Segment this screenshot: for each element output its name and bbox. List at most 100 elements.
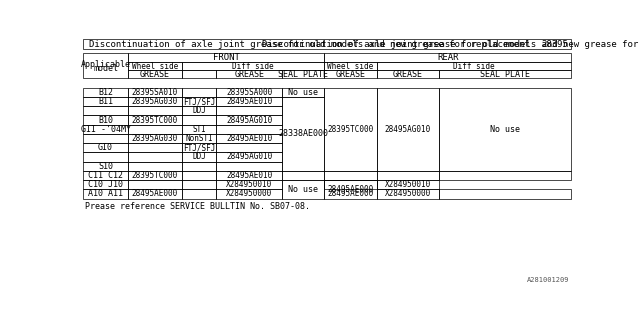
Text: FTJ/SFJ: FTJ/SFJ — [183, 97, 215, 106]
Text: 28395TC000: 28395TC000 — [327, 125, 374, 134]
Text: X284950000: X284950000 — [226, 189, 273, 198]
Text: 28395AG030: 28395AG030 — [132, 134, 178, 143]
Text: 28395SA000: 28395SA000 — [226, 88, 273, 97]
Text: Prease reference SERVICE BULLTIN No. SB07-08.: Prease reference SERVICE BULLTIN No. SB0… — [84, 203, 310, 212]
Bar — [182, 189, 216, 198]
Bar — [83, 162, 128, 171]
Text: C11 C12: C11 C12 — [88, 171, 123, 180]
Bar — [128, 53, 324, 62]
Bar — [182, 62, 324, 70]
Text: 28395SA010: 28395SA010 — [132, 88, 178, 97]
Text: 28395TC000: 28395TC000 — [132, 171, 178, 180]
Bar — [216, 152, 282, 162]
Bar — [83, 39, 572, 49]
Bar — [182, 124, 216, 134]
Bar — [282, 88, 324, 97]
Text: 28495AG010: 28495AG010 — [385, 125, 431, 134]
Bar — [128, 70, 182, 78]
Bar — [128, 134, 182, 143]
Bar — [128, 189, 182, 198]
Bar — [83, 171, 128, 180]
Bar — [128, 106, 182, 116]
Text: S10: S10 — [98, 162, 113, 171]
Bar — [377, 62, 572, 70]
Bar — [216, 116, 282, 124]
Text: GREASE: GREASE — [234, 70, 264, 79]
Text: B10: B10 — [98, 116, 113, 124]
Text: B11: B11 — [98, 97, 113, 106]
Bar — [377, 88, 439, 171]
Text: SEAL PLATE: SEAL PLATE — [278, 70, 328, 79]
Bar — [216, 189, 282, 198]
Bar — [182, 70, 216, 78]
Bar — [377, 171, 439, 180]
Bar — [128, 152, 182, 162]
Text: C10 J10: C10 J10 — [88, 180, 123, 189]
Text: DDJ: DDJ — [192, 106, 206, 115]
Text: 28495AG010: 28495AG010 — [226, 152, 273, 162]
Bar — [216, 97, 282, 106]
Bar — [182, 106, 216, 116]
Bar — [282, 70, 324, 78]
Text: A10 A11: A10 A11 — [88, 189, 123, 198]
Bar — [83, 106, 128, 116]
Bar — [182, 88, 216, 97]
Bar — [216, 88, 282, 97]
Bar — [216, 124, 282, 134]
Bar — [324, 70, 377, 78]
Text: 28495AE010: 28495AE010 — [226, 171, 273, 180]
Bar — [128, 143, 182, 152]
Bar — [324, 180, 377, 198]
Text: Discontinuation of axle joint grease for old models and new grease for replaceme: Discontinuation of axle joint grease for… — [90, 40, 530, 49]
Bar — [216, 162, 282, 171]
Text: Wheel side: Wheel side — [327, 62, 374, 71]
Text: SEAL PLATE: SEAL PLATE — [480, 70, 530, 79]
Bar — [128, 97, 182, 106]
Bar — [282, 180, 324, 198]
Bar — [377, 70, 439, 78]
Bar — [324, 180, 377, 189]
Bar — [128, 62, 182, 70]
Bar — [377, 180, 439, 189]
Text: X284950010: X284950010 — [385, 180, 431, 189]
Text: No use: No use — [288, 88, 318, 97]
Bar — [83, 134, 128, 143]
Bar — [324, 88, 377, 171]
Text: FTJ/SFJ: FTJ/SFJ — [183, 143, 215, 152]
Bar — [83, 180, 128, 189]
Bar — [182, 162, 216, 171]
Bar — [324, 53, 572, 62]
Bar — [128, 180, 182, 189]
Bar — [83, 88, 128, 97]
Bar — [439, 88, 572, 171]
Text: A281001209: A281001209 — [527, 277, 570, 283]
Bar — [282, 171, 324, 180]
Text: DDJ: DDJ — [192, 152, 206, 162]
Bar — [83, 152, 128, 162]
Text: 28495AE000: 28495AE000 — [327, 185, 374, 194]
Bar — [439, 70, 572, 78]
Text: FRONT: FRONT — [212, 53, 239, 62]
Text: No use: No use — [288, 185, 318, 194]
Bar — [216, 70, 282, 78]
Bar — [216, 180, 282, 189]
Bar — [377, 189, 439, 198]
Text: Diff side: Diff side — [232, 62, 274, 71]
Bar — [182, 97, 216, 106]
Text: GREASE: GREASE — [335, 70, 365, 79]
Bar — [182, 143, 216, 152]
Text: GI0: GI0 — [98, 143, 113, 152]
Text: NonSTI: NonSTI — [185, 134, 213, 143]
Bar — [182, 116, 216, 124]
Text: 28395AG030: 28395AG030 — [132, 97, 178, 106]
Text: Diff side: Diff side — [453, 62, 495, 71]
Bar — [83, 116, 128, 124]
Text: 28338AE000: 28338AE000 — [278, 129, 328, 138]
Bar — [182, 171, 216, 180]
Bar — [128, 162, 182, 171]
Bar — [83, 97, 128, 106]
Bar — [83, 124, 128, 134]
Bar — [83, 143, 128, 152]
Bar — [128, 88, 182, 97]
Text: 28395: 28395 — [541, 40, 568, 49]
